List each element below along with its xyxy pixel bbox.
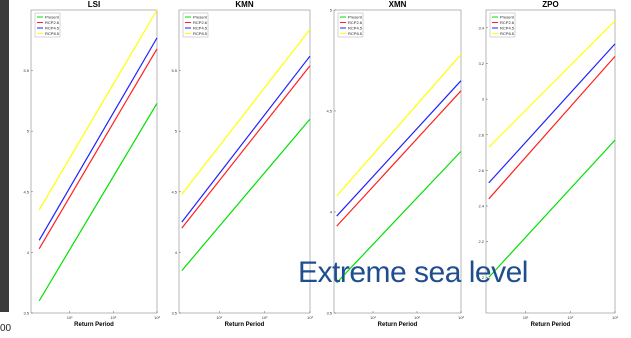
x-tick-label: 10¹ xyxy=(523,315,529,320)
legend-entry: RCP8.5 xyxy=(45,31,60,36)
overlay-caption: Extreme sea level xyxy=(298,256,528,289)
series-line-present xyxy=(181,118,311,271)
y-tick-label: 4 xyxy=(27,250,30,255)
x-axis-label: Return Period xyxy=(74,322,114,328)
x-tick-label: 10¹ xyxy=(67,315,73,320)
plot-area xyxy=(178,9,311,314)
x-tick-label: 10² xyxy=(110,315,116,320)
x-axis-label: Return Period xyxy=(225,322,265,328)
series-line-rcp8-5 xyxy=(38,9,158,211)
y-tick-label: 4 xyxy=(330,210,333,215)
legend-entry: Present xyxy=(193,15,208,20)
x-tick-label: 10³ xyxy=(307,315,313,320)
legend-entry: RCP2.6 xyxy=(500,20,515,25)
chart-panels: LSI 10¹ 10² 10³ 3.5 4 4.5 5 5.5 Return Period Pres… xyxy=(23,0,618,328)
x-tick-label: 10³ xyxy=(612,315,618,320)
legend-entry: RCP8.5 xyxy=(500,31,515,36)
y-tick-label: 4.5 xyxy=(23,189,29,194)
legend-entry: RCP2.6 xyxy=(348,20,363,25)
y-tick-label: 2.6 xyxy=(478,168,484,173)
chart-panel-kmn: KMN 10¹ 10² 10³ 3.5 4 4.5 5 5.5 Return Period Pres… xyxy=(171,0,313,328)
series-line-rcp4-5 xyxy=(336,80,462,217)
legend-entry: RCP4.5 xyxy=(500,26,515,31)
y-tick-label: 5.5 xyxy=(171,68,177,73)
y-tick-label: 5 xyxy=(27,129,30,134)
y-tick-label: 5 xyxy=(330,8,333,13)
panel-title: LSI xyxy=(88,0,100,9)
x-tick-label: 10¹ xyxy=(370,315,376,320)
legend-entry: Present xyxy=(500,15,515,20)
legend-entry: RCP4.5 xyxy=(45,26,60,31)
y-tick-label: 3.2 xyxy=(478,61,484,66)
y-tick-label: 2.4 xyxy=(478,204,484,209)
plot-area xyxy=(30,9,158,314)
y-tick-label: 2.8 xyxy=(478,132,484,137)
legend-entry: RCP2.6 xyxy=(45,20,60,25)
y-tick-label: 3.4 xyxy=(478,25,484,30)
legend-entry: RCP8.5 xyxy=(193,31,208,36)
legend-entry: Present xyxy=(348,15,363,20)
y-tick-label: 3.5 xyxy=(326,311,332,316)
series-line-rcp2-6 xyxy=(181,65,311,229)
x-tick-label: 10² xyxy=(262,315,268,320)
chart-panel-zpo: ZPO 10¹ 10² 10³ 2 2.2 2.4 2.6 2.8 3 3.2 3.4 Return P… xyxy=(478,0,618,328)
legend-entry: RCP4.5 xyxy=(348,26,363,31)
series-line-present xyxy=(38,103,158,302)
panel-title: XMN xyxy=(389,0,407,9)
series-line-rcp8-5 xyxy=(181,29,311,195)
x-tick-label: 10¹ xyxy=(216,315,222,320)
x-tick-label: 10³ xyxy=(458,315,464,320)
y-tick-label: 4.5 xyxy=(171,189,177,194)
series-line-present xyxy=(488,139,616,278)
series-line-rcp2-6 xyxy=(38,48,158,250)
series-line-rcp2-6 xyxy=(336,90,462,227)
x-tick-label: 10² xyxy=(567,315,573,320)
series-line-present xyxy=(336,150,462,284)
y-tick-label: 3.5 xyxy=(171,311,177,316)
chart-panel-xmn: XMN 10¹ 10² 10³ 3.5 4 4.5 5 Return Period Present… xyxy=(326,0,464,328)
series-line-rcp2-6 xyxy=(488,55,616,200)
edge-label: 00 xyxy=(0,323,12,334)
x-tick-label: 10³ xyxy=(154,315,160,320)
y-tick-label: 5 xyxy=(175,129,178,134)
y-tick-label: 2.2 xyxy=(478,239,484,244)
series-line-rcp4-5 xyxy=(181,55,311,223)
legend-entry: Present xyxy=(45,15,60,20)
y-tick-label: 5.5 xyxy=(23,68,29,73)
legend-entry: RCP8.5 xyxy=(348,31,363,36)
series-line-rcp8-5 xyxy=(488,20,616,148)
x-tick-label: 10² xyxy=(414,315,420,320)
series-line-rcp4-5 xyxy=(488,43,616,184)
y-tick-label: 4.5 xyxy=(326,109,332,114)
y-tick-label: 3 xyxy=(482,97,485,102)
x-axis-label: Return Period xyxy=(378,322,418,328)
y-tick-label: 3.5 xyxy=(23,311,29,316)
panel-title: KMN xyxy=(235,0,253,9)
y-tick-label: 2 xyxy=(482,275,485,280)
chart-panel-lsi: LSI 10¹ 10² 10³ 3.5 4 4.5 5 5.5 Return Period Pres… xyxy=(23,0,160,328)
panel-title: ZPO xyxy=(542,0,558,9)
series-line-rcp8-5 xyxy=(336,54,462,197)
legend-entry: RCP2.6 xyxy=(193,20,208,25)
x-axis-label: Return Period xyxy=(531,322,571,328)
y-tick-label: 4 xyxy=(175,250,178,255)
legend-entry: RCP4.5 xyxy=(193,26,208,31)
left-edge-bar xyxy=(0,0,9,312)
series-line-rcp4-5 xyxy=(38,37,158,241)
